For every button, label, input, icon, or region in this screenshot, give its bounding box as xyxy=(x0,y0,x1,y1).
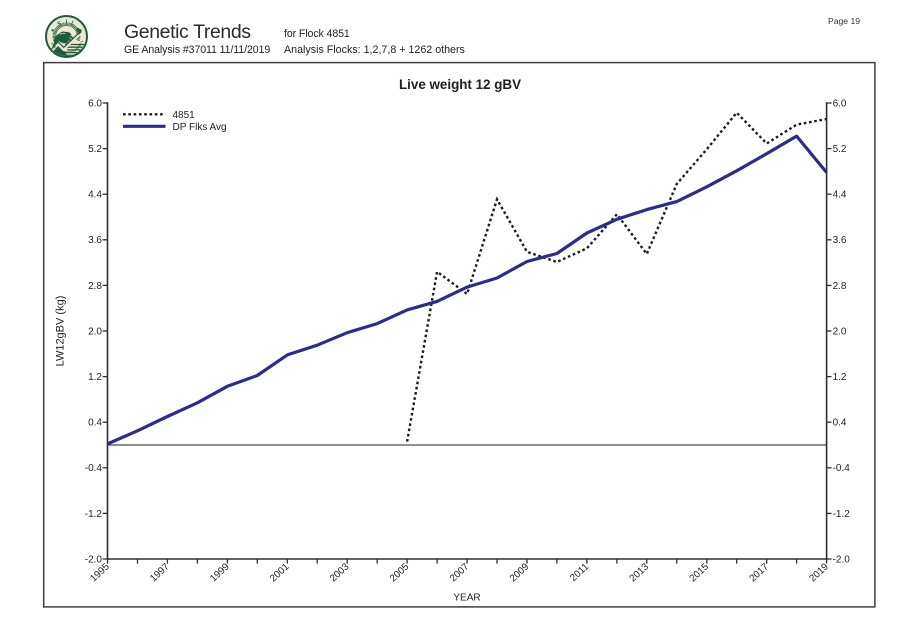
svg-text:DP Flks Avg: DP Flks Avg xyxy=(173,122,227,133)
svg-text:2007: 2007 xyxy=(448,561,471,584)
svg-text:Live weight 12 gBV: Live weight 12 gBV xyxy=(399,77,521,92)
svg-text:2015: 2015 xyxy=(688,561,712,584)
svg-text:4851: 4851 xyxy=(173,110,196,121)
svg-text:1997: 1997 xyxy=(148,561,171,584)
svg-text:2.0: 2.0 xyxy=(833,326,847,337)
svg-text:2009: 2009 xyxy=(508,561,531,584)
svg-text:2013: 2013 xyxy=(628,561,652,584)
svg-text:2003: 2003 xyxy=(328,561,352,584)
svg-text:2.8: 2.8 xyxy=(88,281,102,292)
svg-text:6.0: 6.0 xyxy=(833,98,847,109)
svg-text:4.4: 4.4 xyxy=(833,190,847,201)
svg-text:5.2: 5.2 xyxy=(88,144,102,155)
svg-text:4.4: 4.4 xyxy=(88,190,102,201)
svg-text:1999: 1999 xyxy=(208,561,231,584)
svg-text:-2.0: -2.0 xyxy=(833,554,851,565)
svg-text:-0.4: -0.4 xyxy=(833,463,851,474)
svg-text:2.0: 2.0 xyxy=(88,326,102,337)
svg-text:-2.0: -2.0 xyxy=(85,554,103,565)
svg-text:0.4: 0.4 xyxy=(88,418,102,429)
svg-text:1.2: 1.2 xyxy=(833,372,847,383)
svg-text:3.6: 3.6 xyxy=(833,235,847,246)
svg-text:LW12gBV (kg): LW12gBV (kg) xyxy=(55,296,67,367)
svg-text:L: L xyxy=(70,20,76,27)
svg-text:YEAR: YEAR xyxy=(453,593,480,604)
svg-text:-1.2: -1.2 xyxy=(833,509,851,520)
svg-text:2001: 2001 xyxy=(268,561,291,584)
svg-text:2011: 2011 xyxy=(568,561,591,583)
svg-text:0.4: 0.4 xyxy=(833,418,847,429)
svg-text:3.6: 3.6 xyxy=(88,235,102,246)
svg-text:2019: 2019 xyxy=(807,561,830,584)
svg-text:5.2: 5.2 xyxy=(833,144,847,155)
svg-text:2.8: 2.8 xyxy=(833,281,847,292)
svg-text:2017: 2017 xyxy=(748,561,771,584)
svg-text:2005: 2005 xyxy=(388,561,412,584)
svg-text:6.0: 6.0 xyxy=(88,98,102,109)
svg-text:1.2: 1.2 xyxy=(88,372,102,383)
svg-text:-0.4: -0.4 xyxy=(85,463,103,474)
svg-text:-1.2: -1.2 xyxy=(85,509,103,520)
